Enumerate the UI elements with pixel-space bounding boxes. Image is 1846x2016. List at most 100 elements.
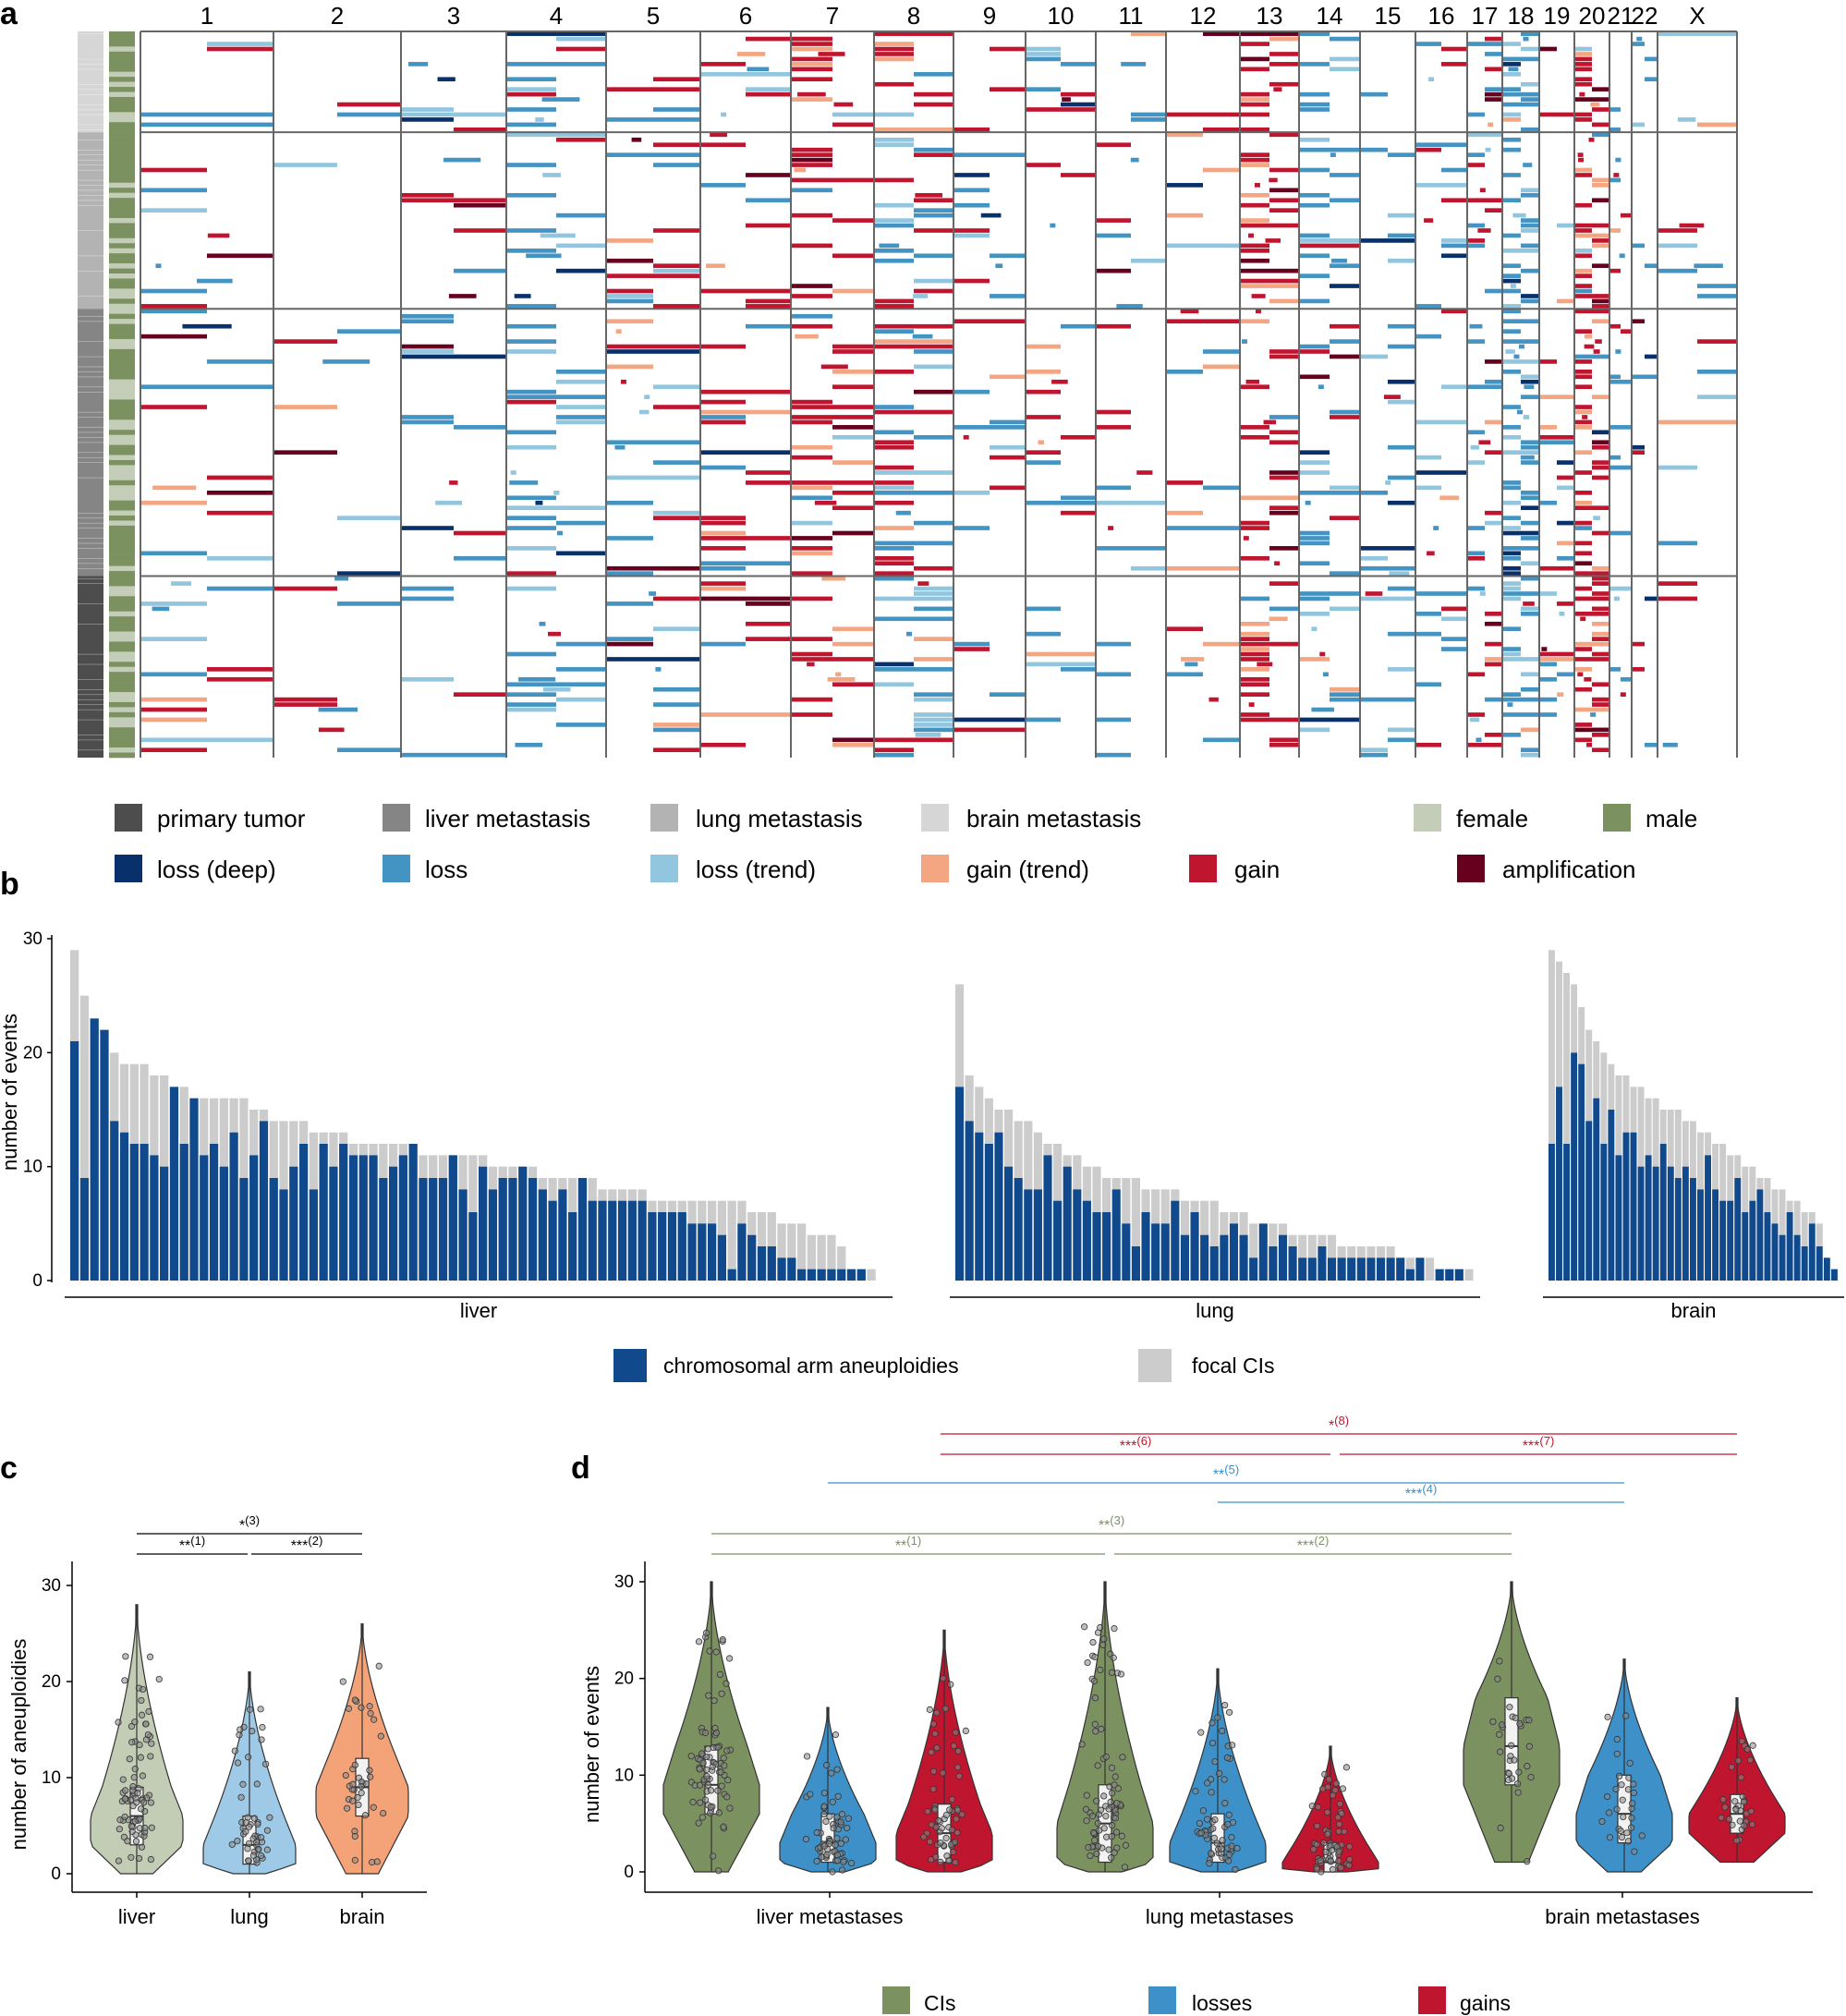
cnv-segment (701, 641, 746, 647)
legend-label-liver: liver metastasis (425, 805, 590, 832)
bar-focal (1793, 1200, 1801, 1235)
cnv-segment (1269, 742, 1298, 747)
cnv-segment (507, 163, 556, 167)
bar-focal (984, 1098, 993, 1144)
cnv-segment (1330, 36, 1359, 42)
bar-arm (488, 1189, 498, 1281)
cnv-segment (1633, 641, 1645, 647)
cnv-segment (1485, 379, 1501, 384)
violin-point (848, 1859, 856, 1867)
cnv-segment (875, 752, 914, 758)
cnv-segment (507, 339, 556, 344)
cnv-segment (1269, 177, 1278, 183)
cnv-segment (507, 304, 556, 309)
cnv-segment (1658, 31, 1736, 36)
bar-focal (1366, 1246, 1376, 1258)
legend-swatch-gains (1418, 1986, 1446, 2014)
cnv-segment (507, 132, 605, 138)
sex-cell (109, 672, 135, 677)
sex-cell (109, 666, 135, 673)
legend-swatch-loss (383, 855, 410, 882)
violin-point (358, 1782, 365, 1791)
cnv-segment (615, 329, 622, 334)
d-legend: CIs losses gains (882, 1986, 1511, 2015)
cnv-segment (1300, 727, 1330, 733)
violin-point (135, 1854, 143, 1863)
cnv-segment (914, 147, 953, 152)
cnv-segment (1540, 565, 1573, 571)
cnv-segment (1595, 339, 1602, 344)
cnv-segment (1441, 243, 1466, 249)
cnv-segment (1441, 616, 1466, 622)
cnv-segment (794, 167, 807, 173)
bar-focal (429, 1155, 438, 1178)
sex-cell (109, 379, 135, 385)
cnv-segment (1510, 284, 1516, 288)
cnv-segment (1575, 249, 1592, 253)
violin-point (1489, 1718, 1497, 1726)
cnv-segment (1269, 81, 1298, 87)
cnv-segment (1697, 284, 1736, 288)
bar-arm (1415, 1257, 1425, 1281)
cnv-segment (1662, 742, 1678, 747)
violin-point (129, 1783, 137, 1791)
sex-cell (109, 364, 135, 370)
cnv-segment (653, 702, 699, 707)
cnv-segment (895, 510, 911, 516)
sex-cell (109, 334, 135, 340)
cnv-segment (337, 601, 400, 606)
chromosome-label: X (1689, 2, 1705, 30)
strip-sep (78, 542, 103, 544)
violin-point (128, 1828, 136, 1835)
cnv-segment (507, 395, 605, 399)
violin-point (1111, 1625, 1118, 1633)
cnv-segment (1468, 112, 1485, 117)
cnv-segment (1241, 31, 1298, 36)
cnv-segment (1300, 591, 1359, 596)
strip-sep (78, 230, 103, 231)
cnv-segment (1388, 213, 1415, 218)
violin-point (1628, 1824, 1635, 1831)
bar-arm (1563, 1144, 1571, 1281)
sex-cell (109, 616, 135, 622)
cnv-segment (507, 249, 556, 253)
c-y-tick-label: 30 (42, 1576, 61, 1596)
violin-point (339, 1678, 346, 1685)
cnv-segment (1503, 304, 1521, 309)
cnv-segment (914, 657, 953, 662)
cnv-segment (207, 555, 273, 561)
sample-type-strip (78, 31, 103, 133)
violin-point (1324, 1830, 1331, 1838)
cnv-segment (607, 637, 653, 641)
legend-swatch-liver (383, 804, 410, 832)
cnv-segment (1592, 238, 1609, 243)
violin-point (1225, 1857, 1233, 1864)
cnv-segment (402, 419, 454, 425)
cnv-segment (1592, 87, 1609, 91)
violin-point (709, 1763, 716, 1770)
cnv-segment (1521, 81, 1538, 87)
b-ylabel: number of events (0, 1014, 21, 1171)
violin-point (257, 1706, 264, 1713)
strip-sep (78, 694, 103, 696)
violin-point (1606, 1809, 1613, 1816)
sex-cell (109, 444, 135, 451)
cnv-segment (1521, 727, 1538, 733)
violin-point (1218, 1845, 1225, 1852)
sex-cell (109, 116, 135, 123)
cnv-segment (1300, 530, 1330, 536)
violin-point (147, 1799, 155, 1806)
bar-focal (119, 1063, 129, 1133)
cnv-segment (814, 500, 837, 505)
sex-cell (109, 631, 135, 638)
cnv-segment (1592, 298, 1609, 304)
cnv-segment (1416, 742, 1441, 747)
d-y-tick-label: 30 (614, 1573, 634, 1592)
cnv-segment (1575, 540, 1592, 546)
bar-arm (379, 1178, 388, 1281)
cnv-segment (954, 188, 990, 193)
cnv-segment (1575, 500, 1592, 505)
violin-point (820, 1803, 828, 1810)
cnv-segment (1488, 122, 1494, 128)
violin-point (695, 1638, 703, 1646)
